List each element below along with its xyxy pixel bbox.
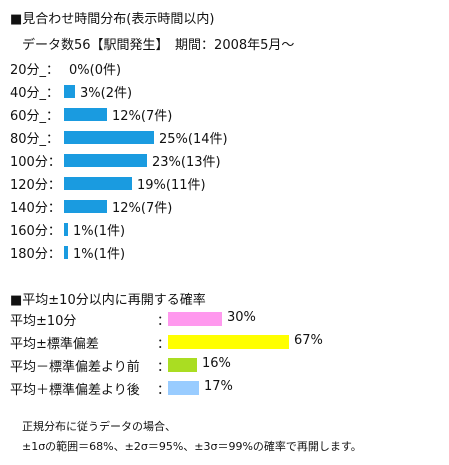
chart-subtitle: データ数56【駅間発生】 期間：2008年5月～: [22, 38, 295, 53]
chart-title: ■平均±10分以内に再開する確率: [10, 293, 206, 308]
category-label: 140分：: [10, 201, 61, 216]
footnote-line-1: 正規分布に従うデータの場合、: [22, 420, 176, 433]
category-label: 20分_：: [10, 63, 60, 78]
category-label: 平均±標準偏差: [10, 337, 99, 352]
bar: [64, 246, 68, 259]
category-label: 80分_：: [10, 132, 60, 147]
data-label: 12%(7件): [112, 201, 173, 216]
category-label: 平均±10分: [10, 314, 77, 329]
data-label: 1%(1件): [73, 247, 126, 262]
data-label: 17%: [204, 379, 233, 394]
data-label: 3%(2件): [80, 86, 133, 101]
bar: [64, 223, 68, 236]
data-label: 12%(7件): [112, 109, 173, 124]
separator: ：: [157, 337, 171, 352]
separator: ：: [157, 383, 171, 398]
bar: [168, 312, 222, 326]
chart-title: ■見合わせ時間分布(表示時間以内): [10, 12, 215, 27]
bar: [64, 131, 154, 144]
data-label: 67%: [294, 333, 323, 348]
category-label: 平均＋標準偏差より後: [10, 383, 140, 398]
category-label: 平均－標準偏差より前: [10, 360, 140, 375]
data-label: 30%: [227, 310, 256, 325]
category-label: 120分：: [10, 178, 61, 193]
data-label: 23%(13件): [152, 155, 221, 170]
category-label: 160分：: [10, 224, 61, 239]
category-label: 100分：: [10, 155, 61, 170]
data-label: 19%(11件): [137, 178, 206, 193]
separator: ：: [157, 360, 171, 375]
category-label: 60分_：: [10, 109, 60, 124]
data-label: 25%(14件): [159, 132, 228, 147]
bar: [168, 358, 197, 372]
bar: [64, 154, 147, 167]
separator: ：: [157, 314, 171, 329]
data-label: 16%: [202, 356, 231, 371]
footnote-line-2: ±1σの範囲＝68%、±2σ＝95%、±3σ＝99%の確率で再開します。: [22, 440, 362, 453]
data-label: 1%(1件): [73, 224, 126, 239]
data-label: 0%(0件): [69, 63, 122, 78]
category-label: 40分_：: [10, 86, 60, 101]
bar: [64, 177, 132, 190]
bar: [64, 200, 107, 213]
category-label: 180分：: [10, 247, 61, 262]
bar: [168, 335, 289, 349]
bar: [168, 381, 199, 395]
bar: [64, 108, 107, 121]
bar: [64, 85, 75, 98]
